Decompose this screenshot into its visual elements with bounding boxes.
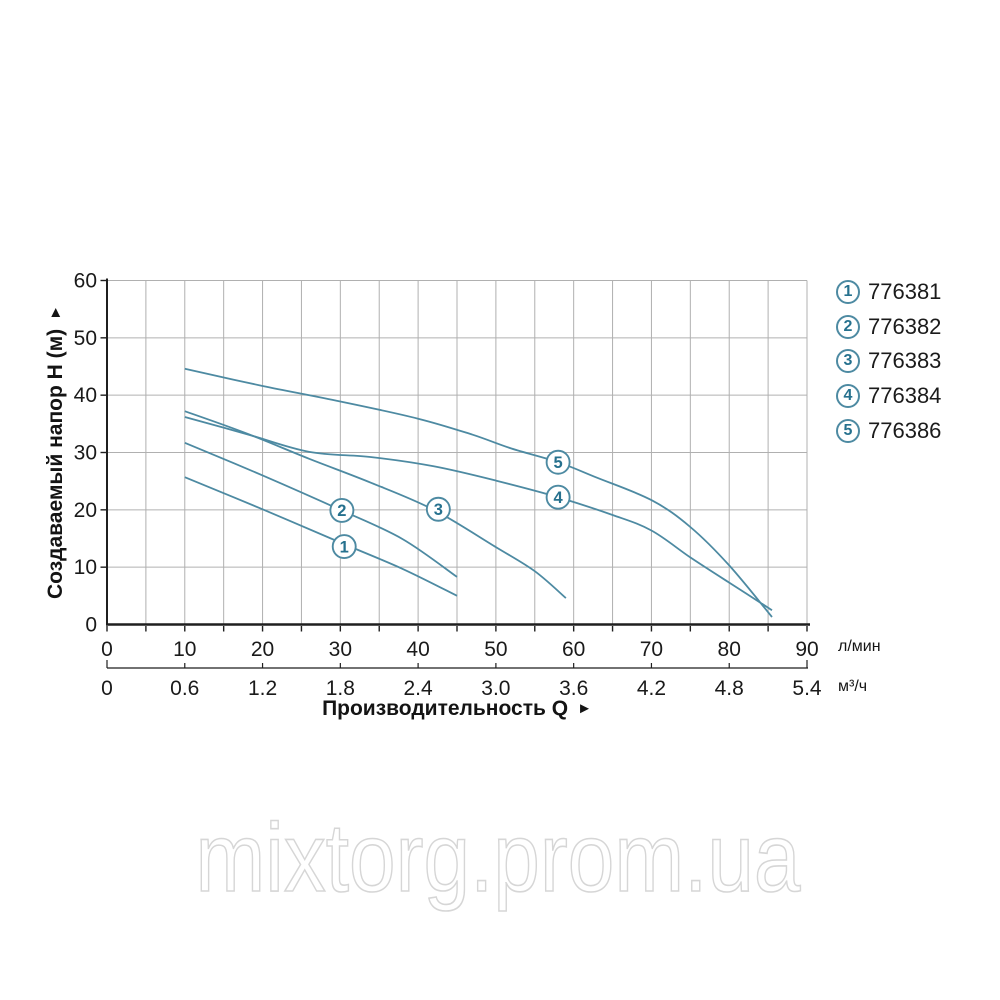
y-axis-title: Создаваемый напор H (м) ► [44,305,68,599]
x-tick-label-60: 60 [562,638,585,661]
curve-labels: 1 2 3 4 5 [329,449,571,559]
watermark: mixtorg.prom.ua [195,802,802,913]
x-tick-label-90: 90 [795,638,818,661]
grid-lines [107,280,808,625]
y-tick-label-50: 50 [74,327,97,350]
y-tick-label-40: 40 [74,384,97,407]
curves [184,367,773,618]
m3h-tick-label-4.8: 4.8 [715,677,744,700]
y-axis-arrow-icon: ► [47,304,64,320]
m3h-tick-label-3.6: 3.6 [559,677,588,700]
legend: 1 776381 2 776382 3 776383 4 776384 5 77… [836,0,996,460]
y-tick-label-60: 60 [74,270,97,293]
legend-marker-3-icon: 3 [836,349,860,373]
curve-776383 [184,410,567,599]
curve-776384 [184,416,773,611]
m3h-tick-label-0: 0 [101,677,113,700]
m3h-tick-label-1.8: 1.8 [326,677,355,700]
m3h-tick-label-1.2: 1.2 [248,677,277,700]
x-axis-unit-m3h: м³/ч [838,678,868,695]
m3h-tick-label-5.4: 5.4 [792,677,822,700]
y-tick-label-10: 10 [74,556,97,579]
legend-item-5: 5 776386 [836,418,941,444]
curve-label-number-4: 4 [554,489,564,507]
curve-776381 [184,476,458,597]
y-axis-title-text: Создаваемый напор H (м) [44,328,67,600]
legend-item-4: 4 776384 [836,383,941,409]
m3h-tick-label-0.6: 0.6 [170,677,199,700]
curve-label-number-1: 1 [340,538,349,556]
x-tick-label-10: 10 [173,638,196,661]
curve-label-number-5: 5 [554,454,563,472]
x-tick-label-30: 30 [329,638,352,661]
curve-label-circle-2-icon [329,497,355,523]
curve-label-number-2: 2 [337,502,346,520]
legend-marker-1-icon: 1 [836,280,860,304]
m3h-tick-label-4.2: 4.2 [637,677,666,700]
curve-label-1: 1 [331,534,357,559]
x-axis-unit-lmin: л/мин [838,638,881,655]
x-axis-title-text: Производительность Q [322,697,569,720]
curve-label-5: 5 [545,449,571,475]
curve-label-circle-5-icon [545,449,571,475]
y-tick-label-20: 20 [74,499,97,522]
y-tick-labels: 0 10 20 30 40 50 60 [74,270,97,637]
legend-code-1: 776381 [868,279,942,304]
curve-label-number-3: 3 [434,501,443,519]
x-tick-label-50: 50 [484,638,507,661]
legend-item-2: 2 776382 [836,314,941,340]
legend-code-3: 776383 [868,348,942,373]
legend-code-4: 776384 [868,383,942,408]
curve-label-3: 3 [425,496,451,522]
curve-label-circle-3-icon [425,496,451,522]
x-tick-label-0: 0 [101,638,113,661]
curve-label-circle-1-icon [331,534,357,559]
legend-marker-4-icon: 4 [836,384,860,408]
legend-code-5: 776386 [868,418,942,443]
x-tick-labels: 0 10 20 30 40 50 60 70 80 90 [101,638,819,661]
y-tick-label-30: 30 [74,442,97,465]
x-tick-label-70: 70 [640,638,663,661]
legend-item-1: 1 776381 [836,279,941,305]
x-axis-arrow-icon: ► [577,700,592,717]
m3h-tick-label-3.0: 3.0 [481,677,510,700]
watermark-text: mixtorg.prom.ua [196,803,801,912]
curve-label-circle-4-icon [545,484,571,510]
x-tick-label-20: 20 [251,638,274,661]
secondary-tick-labels: 0 0.6 1.2 1.8 2.4 3.0 3.6 4.2 4.8 5.4 [101,677,822,700]
axis-ticks [100,279,808,632]
y-tick-label-0: 0 [85,614,97,637]
x-axis-title: Производительность Q ► [107,697,807,721]
plot-area: 0 10 20 30 40 50 60 70 80 90 0 10 20 30 40 50 60 0 0.6 1.2 1… [74,270,822,701]
legend-marker-5-icon: 5 [836,419,860,443]
secondary-axis [106,660,808,669]
m3h-tick-label-2.4: 2.4 [404,677,434,700]
curve-label-2: 2 [329,497,355,523]
x-tick-label-80: 80 [718,638,741,661]
legend-item-3: 3 776383 [836,348,941,374]
curve-776386 [184,367,773,618]
x-tick-label-40: 40 [406,638,429,661]
legend-code-2: 776382 [868,314,942,339]
legend-marker-2-icon: 2 [836,315,860,339]
curve-label-4: 4 [545,484,571,510]
